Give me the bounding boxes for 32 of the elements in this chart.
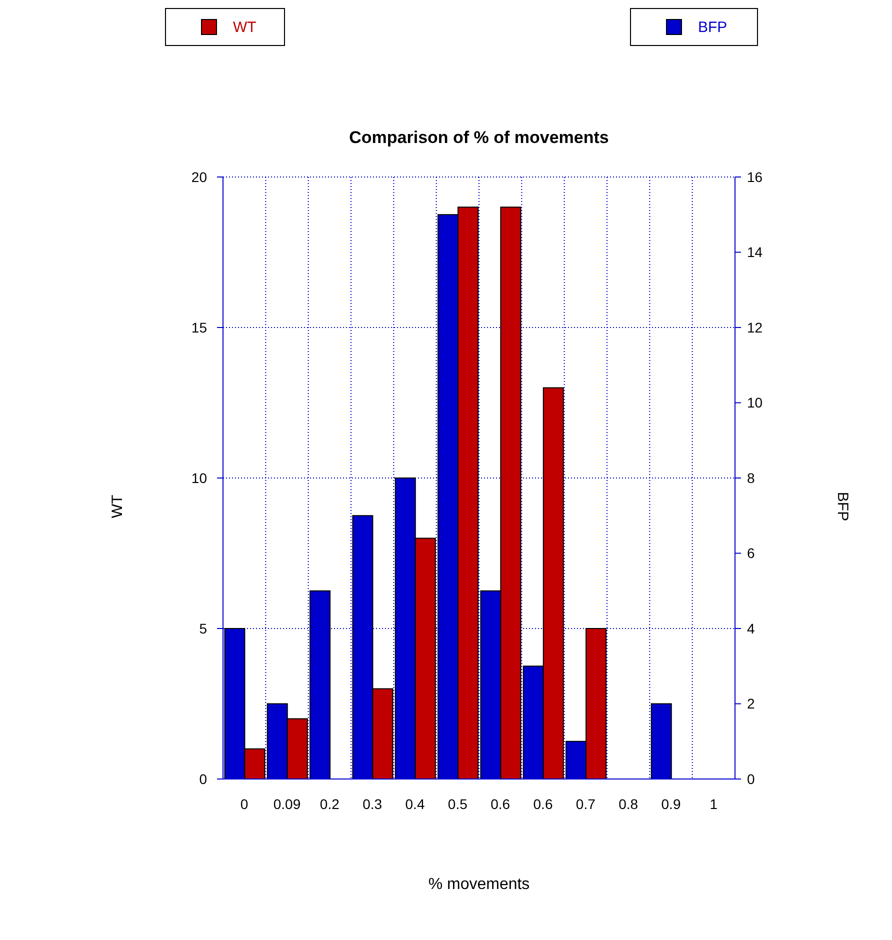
x-tick-label: 0.3 bbox=[362, 796, 382, 812]
y2-tick-label: 2 bbox=[747, 696, 755, 712]
y-tick-label: 0 bbox=[199, 770, 208, 787]
y-tick-label: 20 bbox=[191, 168, 208, 185]
y2-tick-label: 0 bbox=[747, 770, 755, 787]
y-tick-label: 15 bbox=[191, 319, 208, 336]
y-axis-title: WT bbox=[109, 494, 126, 518]
y2-axis-title: BFP bbox=[834, 492, 852, 522]
legend-label: WT bbox=[233, 18, 256, 36]
x-tick-label: 0.6 bbox=[533, 796, 553, 812]
x-tick-label: 0.6 bbox=[490, 796, 510, 812]
y2-tick-label: 8 bbox=[747, 470, 755, 486]
y2-tick-label: 16 bbox=[747, 168, 763, 185]
y2-tick-label: 6 bbox=[747, 545, 755, 562]
y-tick-label: 5 bbox=[199, 620, 208, 636]
x-tick-label: 0.5 bbox=[448, 796, 468, 812]
x-tick-label: 0 bbox=[240, 796, 248, 812]
x-axis-title: % movements bbox=[427, 876, 531, 894]
y-tick-label: 10 bbox=[191, 470, 208, 486]
x-tick-label: 0.2 bbox=[320, 796, 340, 812]
y2-tick-label: 14 bbox=[747, 244, 763, 260]
x-tick-label: 1 bbox=[710, 796, 718, 812]
y2-tick-label: 4 bbox=[747, 620, 755, 636]
legend-label: BFP bbox=[698, 18, 728, 36]
x-tick-label: 0.8 bbox=[618, 796, 638, 812]
x-tick-label: 0.4 bbox=[405, 796, 425, 812]
x-tick-label: 0.09 bbox=[273, 796, 301, 812]
y2-tick-label: 12 bbox=[747, 319, 763, 336]
y2-tick-label: 10 bbox=[747, 394, 763, 411]
chart-title: Comparison of % of movements bbox=[348, 128, 610, 148]
x-tick-label: 0.9 bbox=[661, 796, 681, 812]
x-tick-label: 0.7 bbox=[576, 796, 596, 812]
